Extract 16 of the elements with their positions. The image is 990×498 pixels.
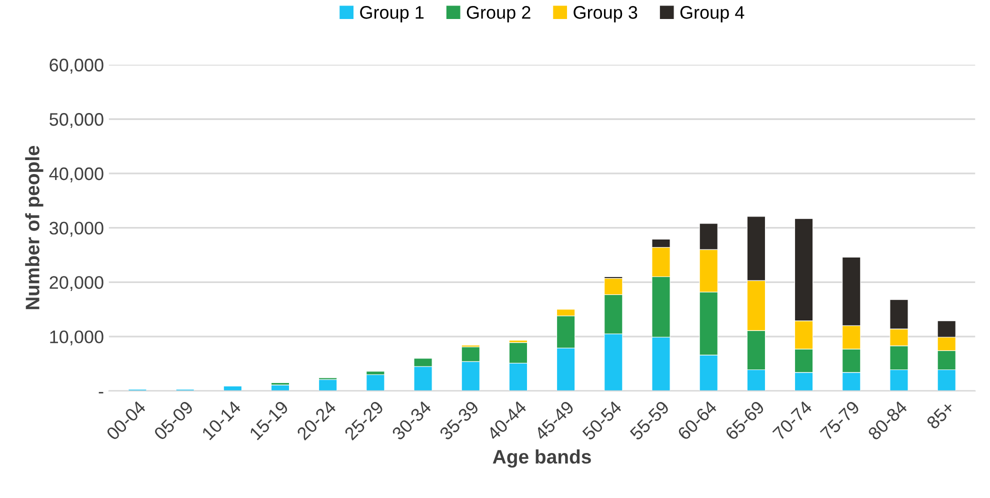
y-tick-label: 40,000 [49,167,104,182]
y-tick-label: - [98,392,104,394]
y-tick-label: 10,000 [50,330,104,346]
legend-label: Group 2 [466,6,530,22]
legend-label: Group 4 [680,6,744,22]
x-tick-label: 85+ [926,400,956,430]
bar [366,374,385,391]
y-tick-label: 20,000 [50,276,104,292]
y-tick-label: 30,000 [50,222,104,237]
legend-label: Group 3 [574,6,638,22]
x-axis-title: Age bands [492,449,591,468]
legend-label: Group 1 [360,6,424,22]
y-tick-label: 50,000 [50,113,104,128]
y-tick-label: 60,000 [50,58,104,74]
y-axis-title: Number of people [25,146,44,310]
bar [223,386,242,391]
